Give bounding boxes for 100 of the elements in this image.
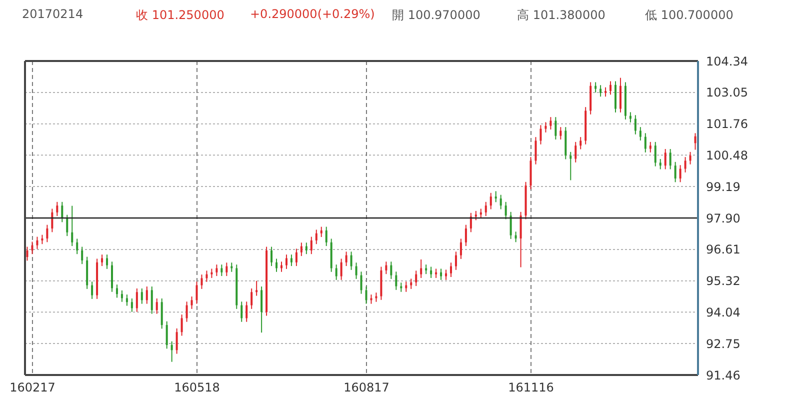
candlestick — [156, 298, 158, 314]
candlestick — [240, 301, 243, 322]
candlestick — [26, 246, 28, 262]
candlestick — [176, 328, 178, 354]
candlestick — [460, 238, 462, 260]
candlestick — [216, 264, 218, 277]
candlestick — [534, 136, 537, 165]
candlestick — [250, 288, 253, 310]
candlestick — [370, 294, 372, 304]
candlestick — [276, 258, 278, 272]
candlestick — [166, 320, 168, 350]
candlestick — [46, 224, 48, 243]
candlestick — [365, 286, 368, 304]
candlestick — [514, 231, 517, 243]
y-tick-label: 91.46 — [706, 368, 740, 382]
candlestick — [639, 126, 642, 141]
candlestick — [544, 122, 547, 133]
candlestick — [220, 264, 223, 277]
candlestick — [484, 201, 487, 217]
x-tick-label: 160518 — [174, 380, 220, 395]
candlestick — [619, 77, 622, 113]
y-tick-label: 94.04 — [706, 305, 740, 320]
candlestick — [76, 238, 78, 255]
candlestick — [260, 286, 263, 334]
candlestick — [101, 254, 104, 267]
candlestick — [470, 212, 472, 233]
candlestick — [210, 268, 213, 278]
candlestick — [600, 84, 602, 98]
text: 20170214 — [22, 7, 84, 21]
y-tick-label: 101.76 — [706, 117, 748, 132]
candlestick — [674, 161, 676, 183]
candlestick — [679, 164, 682, 183]
candlestick — [574, 141, 577, 163]
candlestick — [81, 246, 84, 265]
candlestick — [504, 201, 507, 220]
candlestick — [415, 270, 418, 287]
candlestick — [335, 264, 338, 280]
y-tick-label: 104.34 — [706, 54, 748, 68]
candlestick — [180, 314, 183, 336]
candlestick — [430, 266, 432, 278]
candlestick — [629, 112, 632, 123]
candlestick — [41, 234, 44, 245]
candlestick — [610, 80, 612, 96]
candlestick — [360, 271, 362, 294]
candlestick — [310, 236, 312, 255]
candlestick — [305, 242, 308, 255]
candlestick — [644, 132, 646, 153]
candlestick — [550, 116, 552, 130]
candlestick — [554, 116, 557, 140]
candlestick — [200, 274, 203, 290]
candlestick — [340, 258, 342, 280]
candlestick — [659, 158, 662, 170]
candlestick — [56, 201, 58, 217]
candlestick — [570, 151, 572, 181]
candlestick — [684, 156, 686, 173]
y-tick-label: 96.61 — [706, 242, 740, 257]
y-tick-label: 97.90 — [706, 211, 740, 226]
candlestick — [150, 286, 153, 314]
candlestick — [136, 288, 138, 312]
y-tick-label: 99.19 — [706, 180, 740, 194]
candlestick — [450, 262, 452, 278]
candlestick — [146, 286, 148, 304]
candlestick — [445, 269, 447, 280]
candlestick — [454, 251, 457, 270]
candlestick — [510, 211, 512, 240]
candlestick — [320, 226, 322, 238]
candlestick — [120, 290, 123, 302]
candlestick — [300, 242, 302, 257]
candlestick — [669, 148, 672, 170]
text: 開 100.970000 — [392, 7, 480, 24]
candlestick — [594, 82, 597, 93]
candlestick — [410, 278, 412, 290]
candlestick — [425, 264, 428, 275]
candlestick — [106, 254, 108, 270]
candlestick — [474, 210, 477, 221]
candlestick — [420, 258, 422, 278]
x-tick-label: 160817 — [344, 380, 390, 395]
candlestick — [440, 268, 442, 280]
candlestick — [66, 214, 68, 237]
candlestick — [540, 124, 542, 145]
candlestick — [395, 271, 398, 290]
candlestick — [614, 80, 616, 113]
x-tick-label: 161116 — [508, 380, 554, 395]
x-tick-label: 160217 — [10, 380, 56, 395]
candlestick — [345, 251, 348, 267]
text: 高 101.380000 — [517, 7, 606, 24]
candlestick — [126, 294, 128, 306]
candlestick — [256, 280, 258, 296]
y-tick-label: 100.48 — [706, 148, 748, 162]
candlestick — [520, 211, 522, 268]
candlestick — [31, 241, 34, 255]
candlestick — [664, 148, 666, 170]
candlestick — [130, 298, 133, 312]
candlestick — [694, 132, 696, 150]
candlestick — [246, 301, 248, 322]
candlestick — [51, 208, 54, 233]
candlestick — [654, 141, 656, 167]
candlestick — [206, 270, 208, 282]
candlestick — [36, 236, 38, 250]
candlestick — [464, 224, 467, 247]
